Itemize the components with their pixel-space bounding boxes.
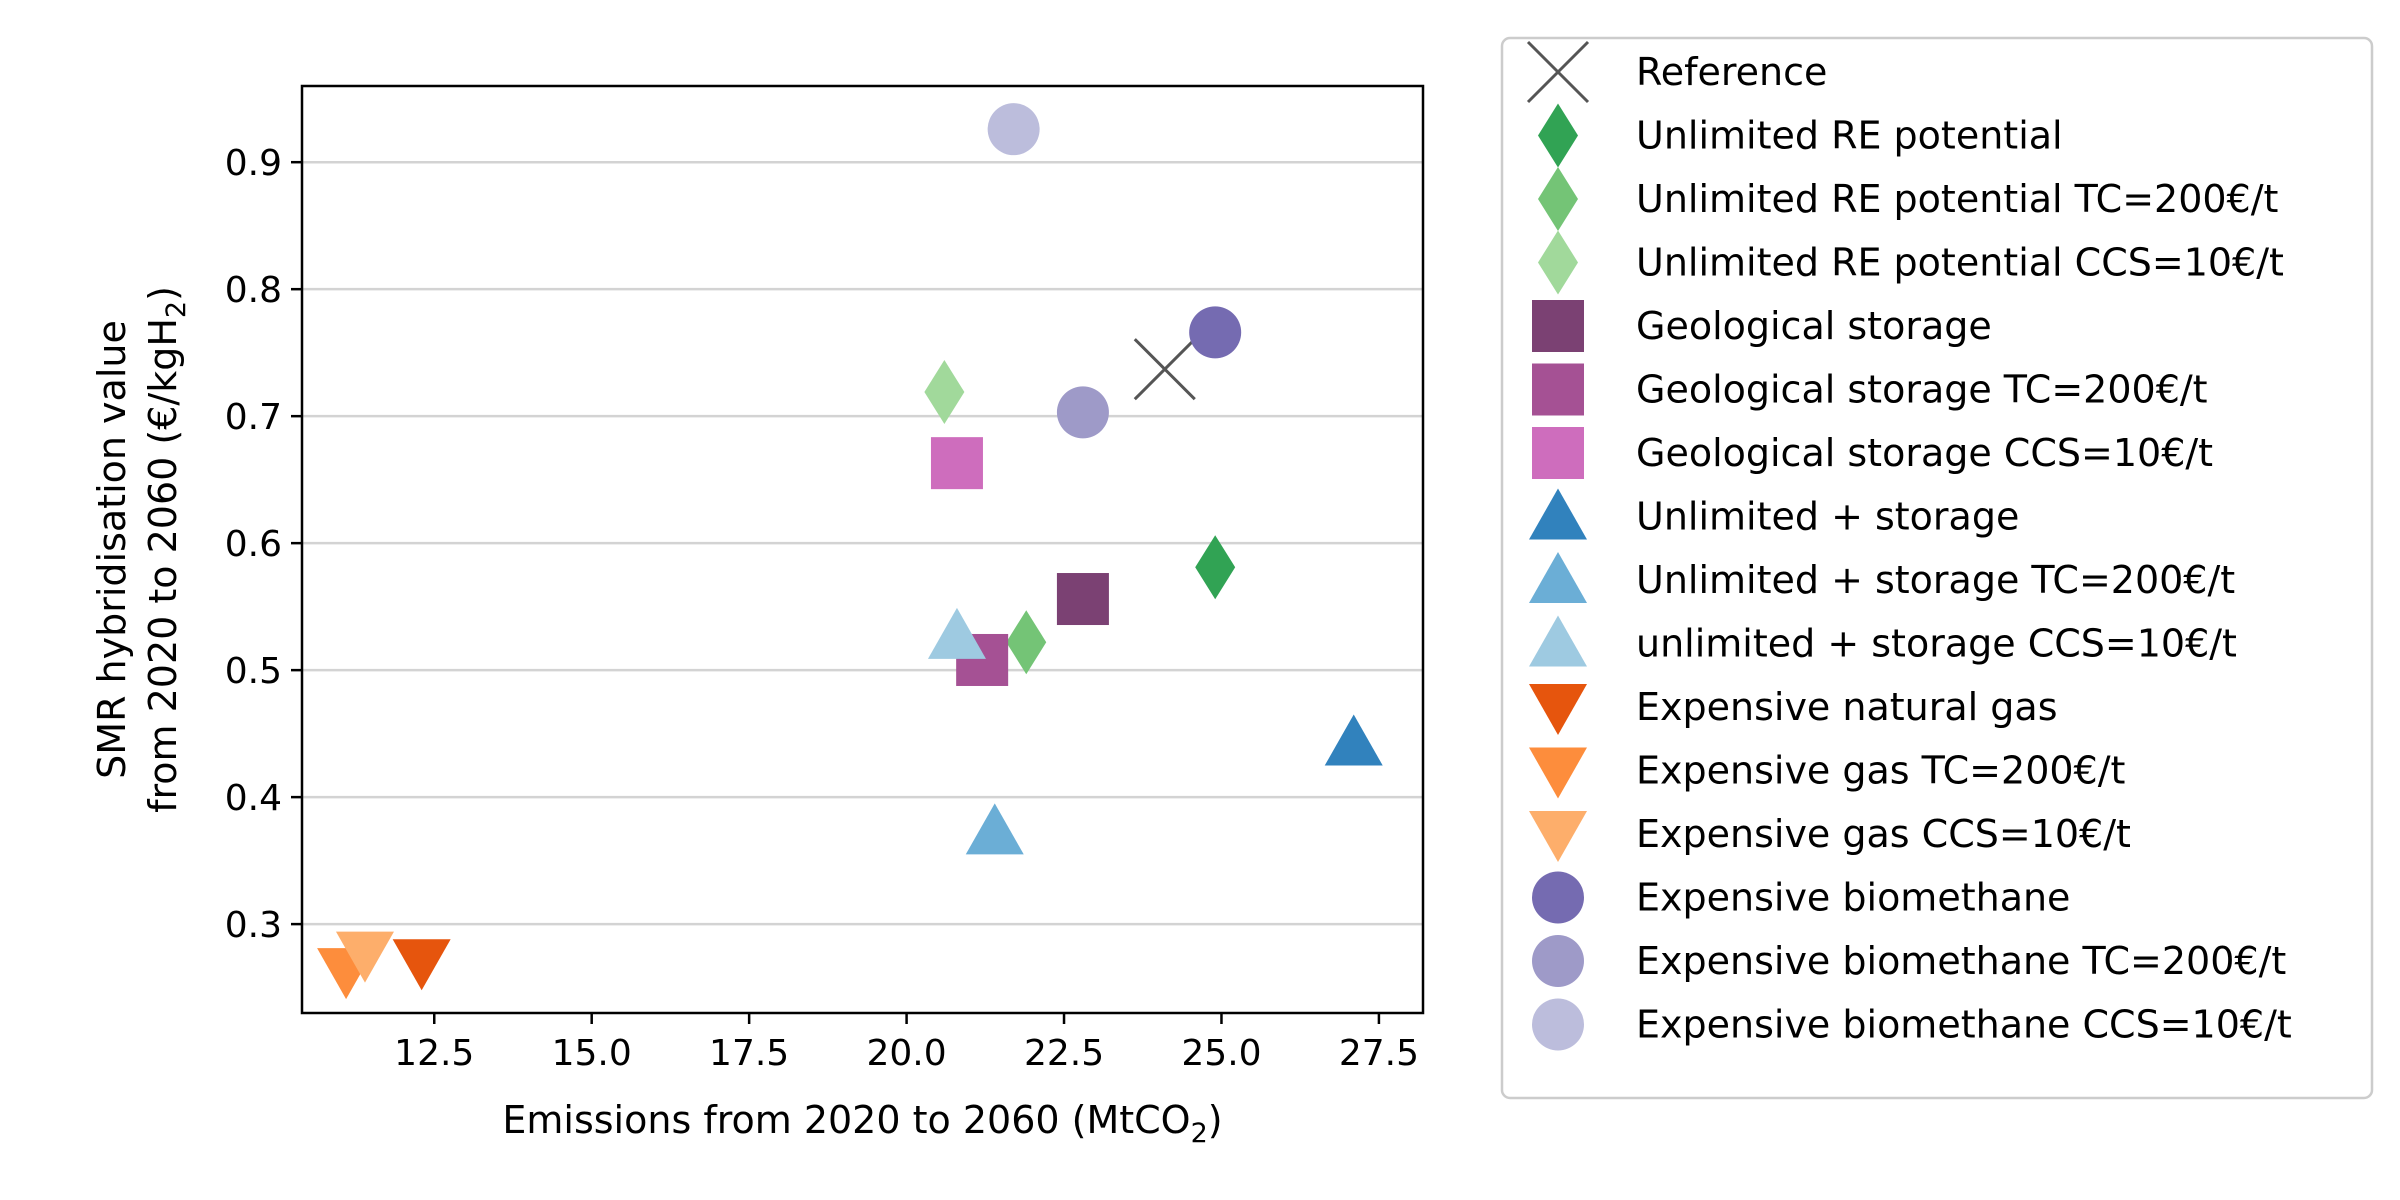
legend-item: Unlimited + storage TC=200€/t xyxy=(1529,552,2235,603)
y-tick-label: 0.5 xyxy=(225,651,282,692)
legend-item: Expensive gas CCS=10€/t xyxy=(1529,811,2131,862)
data-point xyxy=(335,931,394,983)
legend-item: Expensive gas TC=200€/t xyxy=(1529,747,2125,799)
legend-marker xyxy=(1529,615,1587,667)
legend-label: Unlimited + storage xyxy=(1636,495,2019,539)
legend-item: Expensive natural gas xyxy=(1529,684,2058,735)
legend-label: Geological storage TC=200€/t xyxy=(1636,368,2208,412)
legend-label: Geological storage CCS=10€/t xyxy=(1636,431,2213,475)
legend-marker xyxy=(1538,103,1578,168)
y-tick-label: 0.7 xyxy=(225,397,282,438)
x-stroke xyxy=(1133,338,1196,401)
legend-marker xyxy=(1538,167,1578,231)
legend-marker xyxy=(1529,552,1587,603)
data-point xyxy=(1195,535,1236,600)
legend-item: Unlimited RE potential CCS=10€/t xyxy=(1538,230,2284,295)
y-tick-label: 0.8 xyxy=(225,270,282,311)
y-tick-label: 0.9 xyxy=(225,143,282,184)
legend-label: Unlimited RE potential TC=200€/t xyxy=(1636,177,2278,221)
data-point xyxy=(930,437,983,490)
y-axis-label-line1: SMR hybridisation value xyxy=(90,320,134,779)
x-axis-label: Emissions from 2020 to 2060 (MtCO2) xyxy=(502,1098,1222,1149)
data-point xyxy=(924,360,965,425)
data-point xyxy=(392,939,451,991)
x-stroke xyxy=(1526,40,1590,104)
legend-marker xyxy=(1532,300,1584,352)
data-point xyxy=(1056,573,1109,626)
x-axis: 12.5 15.0 17.5 20.0 22.5 25.0 27.5 xyxy=(394,1013,1419,1074)
legend-marker xyxy=(1532,998,1584,1051)
legend: Reference Unlimited RE potential Unlimited… xyxy=(1500,36,2374,1100)
legend-item: Geological storage CCS=10€/t xyxy=(1532,427,2213,479)
legend-marker xyxy=(1529,684,1587,735)
legend-item: unlimited + storage CCS=10€/t xyxy=(1529,615,2237,667)
legend-label: Unlimited + storage TC=200€/t xyxy=(1636,558,2235,602)
legend-marker xyxy=(1529,811,1587,862)
x-tick-label: 22.5 xyxy=(1024,1033,1104,1074)
x-tick-label: 25.0 xyxy=(1181,1033,1261,1074)
plot-frame xyxy=(300,84,1425,1015)
legend-item: Expensive biomethane CCS=10€/t xyxy=(1532,998,2292,1051)
data-point xyxy=(1324,714,1383,766)
legend-marker xyxy=(1529,747,1587,799)
x-tick-label: 20.0 xyxy=(867,1033,947,1074)
legend-marker xyxy=(1529,488,1587,540)
legend-item: Unlimited RE potential TC=200€/t xyxy=(1538,167,2278,231)
legend-frame xyxy=(1500,36,2374,1100)
legend-label: Expensive biomethane xyxy=(1636,876,2070,920)
legend-label: Unlimited RE potential CCS=10€/t xyxy=(1636,241,2284,285)
legend-label: Expensive biomethane CCS=10€/t xyxy=(1636,1003,2292,1047)
legend-marker xyxy=(1526,40,1590,104)
legend-marker xyxy=(1532,871,1584,924)
legend-item: Geological storage xyxy=(1532,300,1992,352)
legend-label: Unlimited RE potential xyxy=(1636,114,2063,158)
y-tick-label: 0.6 xyxy=(225,524,282,565)
y-tick-label: 0.4 xyxy=(225,778,282,819)
legend-label: Expensive biomethane TC=200€/t xyxy=(1636,939,2286,983)
data-points xyxy=(317,103,1383,1000)
data-point xyxy=(987,103,1040,156)
data-point xyxy=(1189,306,1242,359)
legend-item: Expensive biomethane xyxy=(1532,871,2070,924)
grid-lines xyxy=(302,160,1423,926)
legend-item: Geological storage TC=200€/t xyxy=(1532,363,2208,416)
legend-marker xyxy=(1532,363,1584,416)
legend-label: Expensive gas CCS=10€/t xyxy=(1636,812,2131,856)
data-point xyxy=(927,607,986,659)
legend-marker xyxy=(1532,427,1584,479)
y-axis-label: SMR hybridisation value from 2020 to 206… xyxy=(90,286,192,813)
legend-label: Expensive natural gas xyxy=(1636,685,2058,729)
legend-marker xyxy=(1538,230,1578,295)
legend-item: Unlimited RE potential xyxy=(1538,103,2063,168)
x-tick-label: 27.5 xyxy=(1339,1033,1419,1074)
data-point xyxy=(1006,610,1047,675)
x-tick-label: 15.0 xyxy=(552,1033,632,1074)
legend-marker xyxy=(1532,935,1584,987)
legend-label: Reference xyxy=(1636,50,1827,94)
data-point xyxy=(965,803,1024,855)
x-tick-label: 12.5 xyxy=(394,1033,474,1074)
legend-item: Unlimited + storage xyxy=(1529,488,2019,540)
data-point xyxy=(1056,386,1109,439)
data-point xyxy=(1133,338,1196,401)
legend-item: Expensive biomethane TC=200€/t xyxy=(1532,935,2286,987)
x-tick-label: 17.5 xyxy=(709,1033,789,1074)
legend-item: Reference xyxy=(1526,40,1827,104)
legend-label: Expensive gas TC=200€/t xyxy=(1636,749,2125,793)
y-tick-label: 0.3 xyxy=(225,905,282,946)
legend-label: Geological storage xyxy=(1636,304,1992,348)
legend-label: unlimited + storage CCS=10€/t xyxy=(1636,622,2237,666)
y-axis-label-line2: from 2020 to 2060 (€/kgH2) xyxy=(141,286,192,813)
y-axis: 0.3 0.4 0.5 0.6 0.7 0.8 0.9 xyxy=(225,143,302,946)
